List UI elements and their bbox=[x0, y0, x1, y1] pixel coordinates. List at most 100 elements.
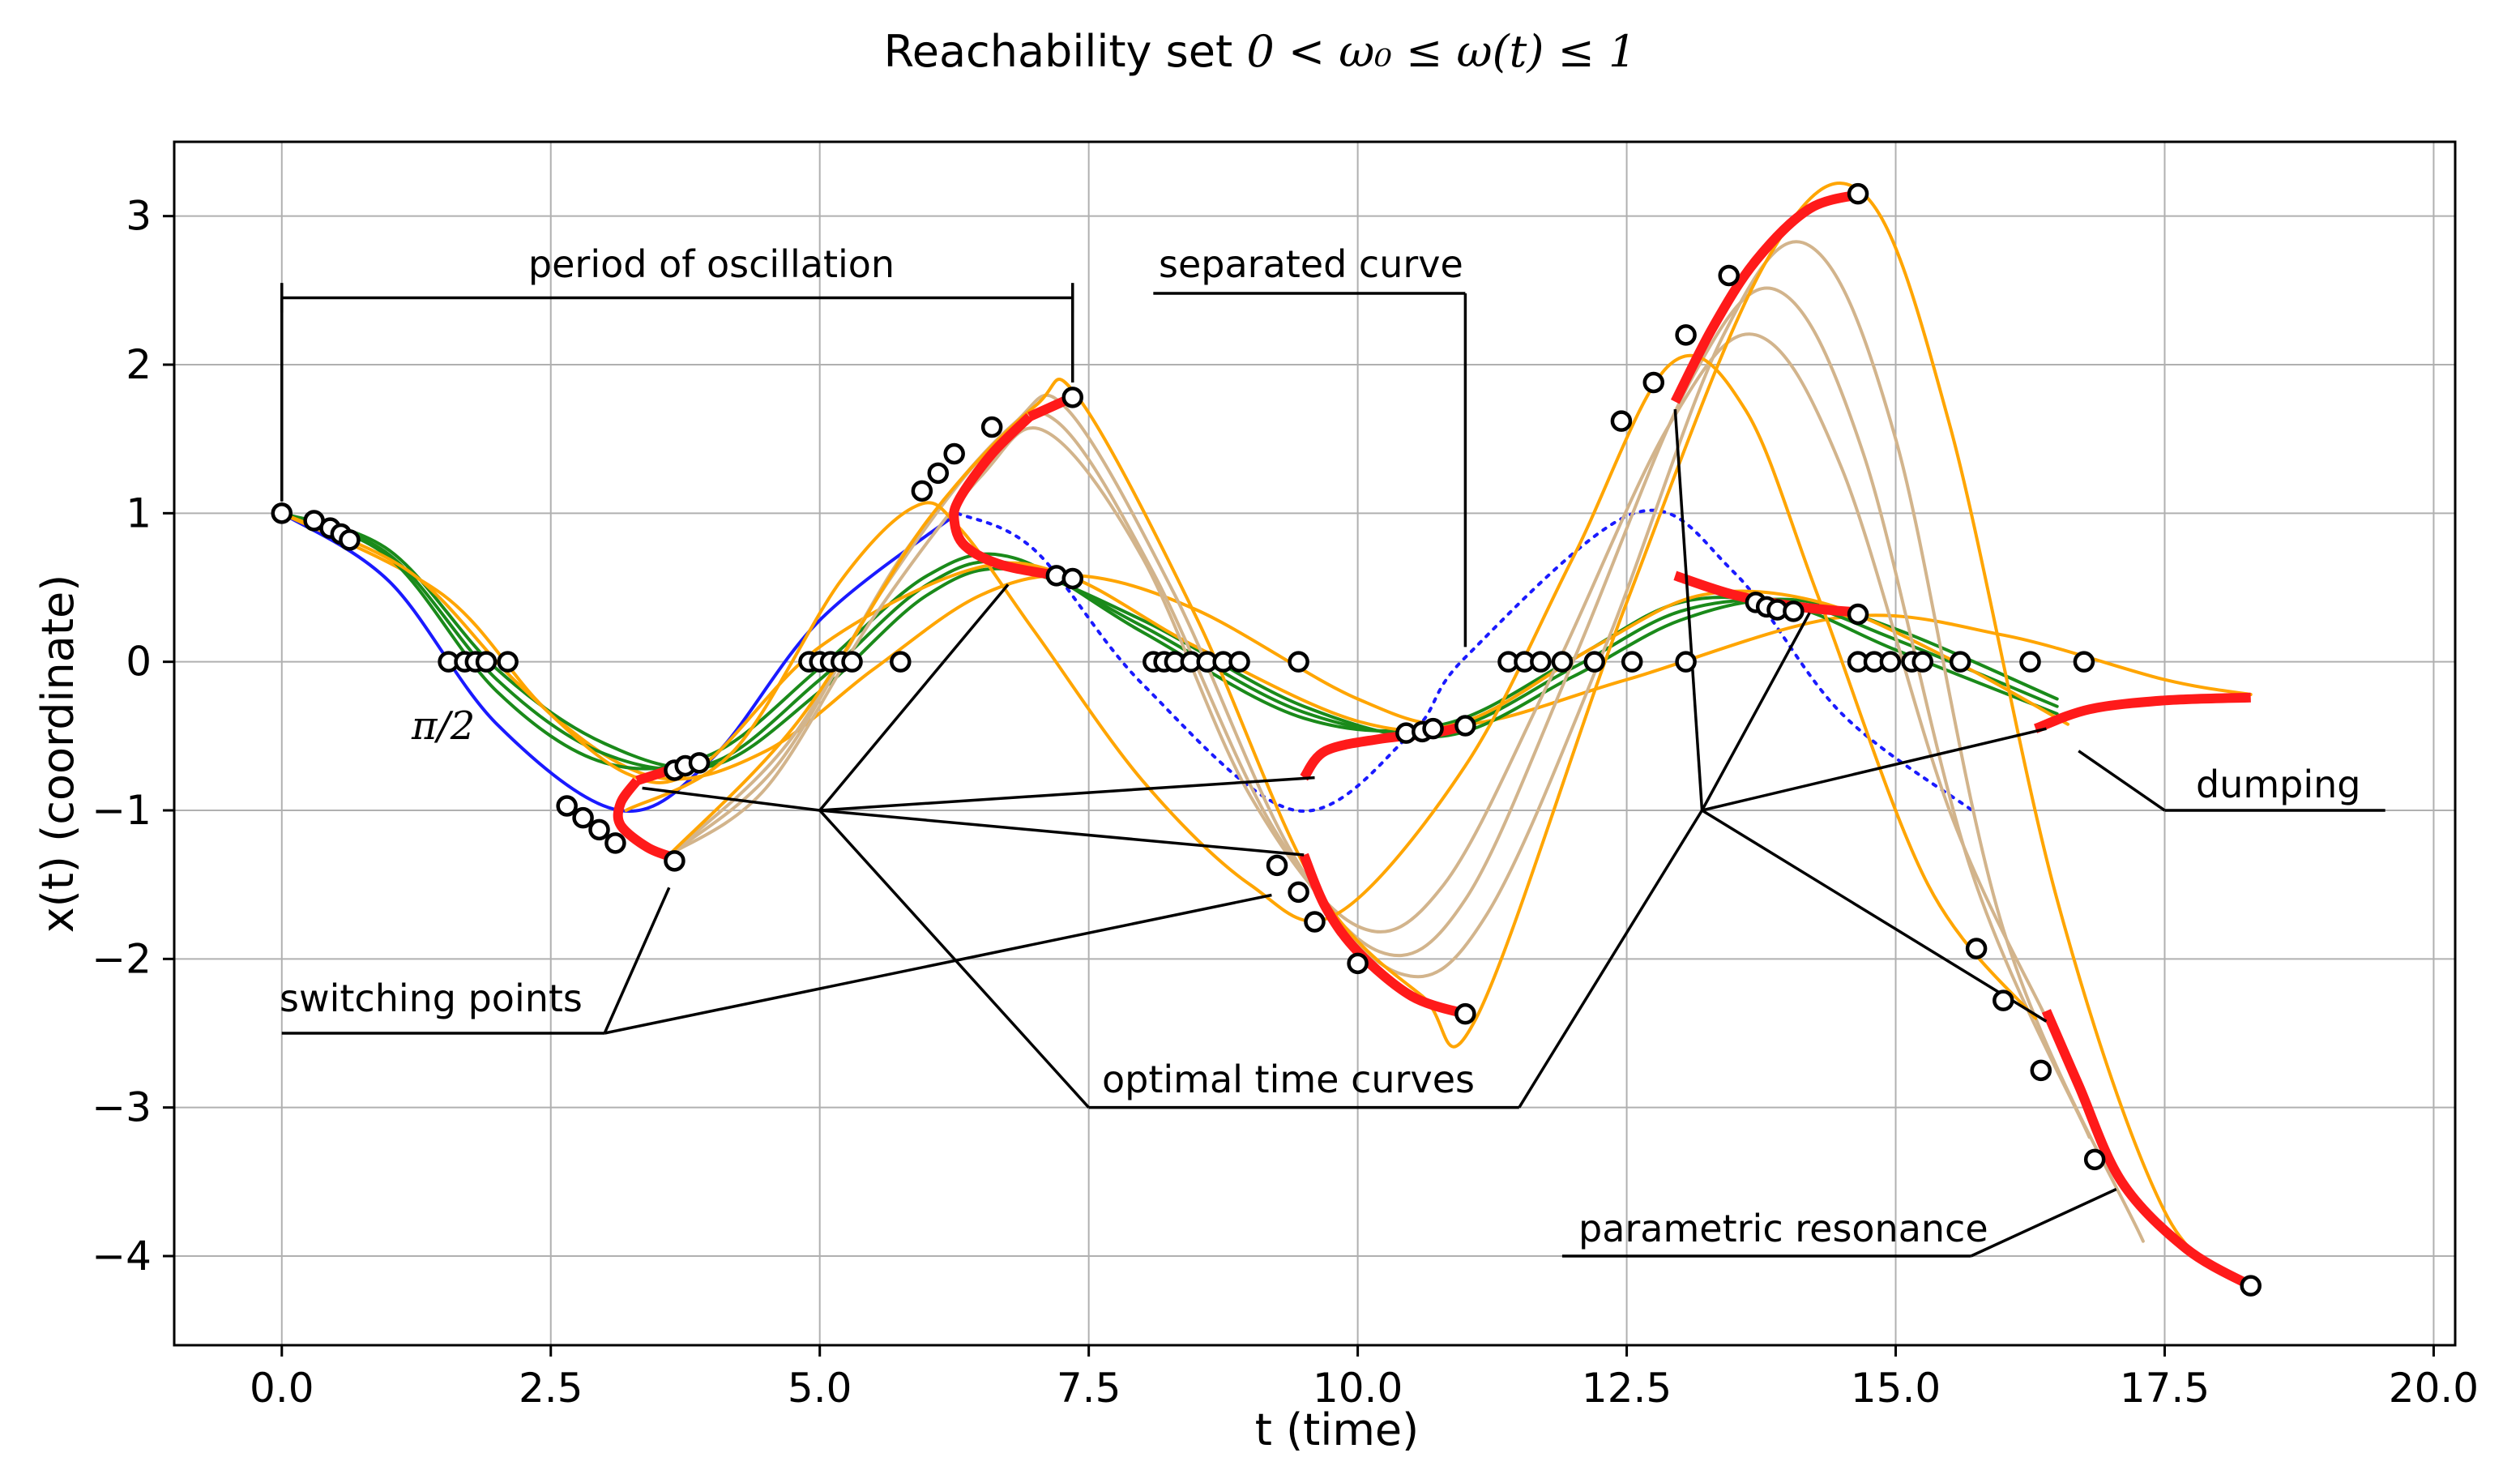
switching-point bbox=[890, 651, 912, 673]
annotation-optimal-time-curves: optimal time curves bbox=[1102, 1058, 1475, 1101]
series-line-tan-resonance-1 bbox=[667, 332, 2048, 1020]
annotation-leader-line bbox=[1970, 1187, 2117, 1258]
switching-point bbox=[1949, 651, 1971, 673]
switching-point bbox=[2030, 1059, 2052, 1082]
series-line-orange-resonance-outer bbox=[667, 182, 2253, 1288]
switching-point bbox=[1061, 567, 1083, 590]
annotation-leader-line bbox=[604, 893, 1272, 1035]
chart-title: Reachability set 0 < ω₀ ≤ ω(t) ≤ 1 bbox=[884, 26, 1637, 77]
switching-point bbox=[1288, 651, 1309, 673]
switching-point bbox=[1304, 911, 1326, 933]
switching-point bbox=[1718, 264, 1740, 287]
switching-points-group bbox=[271, 182, 2262, 1297]
annotation-lines bbox=[280, 283, 2385, 1258]
annotation-leader-line bbox=[2078, 750, 2166, 812]
ticks: 0.0 2.5 5.0 7.5 10.0 12.5 15.0 17.5 20.0 −4 −3 −2 −1… bbox=[92, 193, 2479, 1412]
switching-point bbox=[688, 752, 711, 774]
switching-point bbox=[1675, 651, 1697, 673]
switching-point bbox=[2073, 651, 2095, 673]
x-tick-label: 20.0 bbox=[2389, 1365, 2479, 1412]
x-tick-label: 15.0 bbox=[1851, 1365, 1941, 1412]
switching-point bbox=[911, 480, 933, 502]
x-tick-label: 7.5 bbox=[1057, 1365, 1121, 1412]
annotation-switching-points: switching points bbox=[280, 976, 583, 1020]
annotation-parametric-resonance: parametric resonance bbox=[1578, 1207, 1988, 1250]
annotation-leader-line bbox=[818, 583, 1010, 812]
switching-point bbox=[1675, 324, 1697, 346]
switching-point bbox=[1911, 651, 1933, 673]
switching-point bbox=[2019, 651, 2041, 673]
switching-point bbox=[1583, 651, 1605, 673]
switching-point bbox=[1879, 651, 1902, 673]
annotation-separated-curve: separated curve bbox=[1159, 242, 1463, 286]
switching-point bbox=[1266, 854, 1288, 877]
switching-point bbox=[980, 416, 1003, 438]
annotation-leader-line bbox=[603, 887, 671, 1034]
switching-point bbox=[1993, 989, 2014, 1011]
annotation-leader-line bbox=[1701, 809, 2048, 1023]
annotation-period-of-oscillation: period of oscillation bbox=[528, 242, 895, 286]
x-tick-label: 17.5 bbox=[2120, 1365, 2210, 1412]
x-axis-label: t (time) bbox=[1255, 1404, 1419, 1455]
switching-point bbox=[1610, 410, 1633, 432]
annotation-leader-line bbox=[1673, 408, 1704, 811]
y-tick-label: −3 bbox=[92, 1084, 152, 1131]
switching-point bbox=[271, 502, 293, 524]
switching-point bbox=[1847, 603, 1869, 626]
switching-point bbox=[2083, 1148, 2106, 1171]
switching-point bbox=[339, 529, 361, 551]
switching-point bbox=[2240, 1275, 2262, 1297]
switching-point bbox=[1783, 600, 1805, 622]
switching-point bbox=[604, 832, 626, 854]
switching-point bbox=[556, 795, 578, 817]
switching-point bbox=[1530, 651, 1552, 673]
annotation-leader-line bbox=[1702, 727, 2047, 812]
x-tick-label: 5.0 bbox=[788, 1365, 852, 1412]
y-tick-label: 0 bbox=[126, 639, 152, 686]
series-line-green-2 bbox=[280, 511, 2059, 771]
plot-frame bbox=[173, 140, 2457, 1347]
switching-point bbox=[475, 651, 498, 673]
switching-point bbox=[1454, 715, 1476, 737]
switching-point bbox=[1228, 651, 1250, 673]
switching-point bbox=[1422, 717, 1444, 740]
switching-point bbox=[588, 818, 610, 841]
y-tick-label: −2 bbox=[92, 935, 152, 982]
y-tick-label: 1 bbox=[126, 489, 152, 536]
switching-point bbox=[1061, 387, 1083, 408]
switching-point bbox=[497, 651, 519, 673]
switching-point bbox=[943, 442, 965, 465]
annotation-leader-line bbox=[819, 809, 1305, 857]
switching-point bbox=[1965, 938, 1988, 959]
switching-point bbox=[1642, 371, 1665, 394]
switching-point bbox=[1347, 952, 1369, 975]
annotation-leader-line bbox=[642, 786, 820, 812]
series-line-separated-curve bbox=[955, 508, 1974, 813]
optimal-time-curve bbox=[2033, 692, 2251, 733]
switching-point bbox=[1621, 651, 1643, 673]
annotation-leader-line bbox=[1518, 810, 1704, 1109]
x-tick-label: 0.0 bbox=[250, 1365, 314, 1412]
y-tick-label: −1 bbox=[92, 787, 152, 834]
switching-point bbox=[1551, 651, 1574, 673]
switching-point bbox=[572, 806, 594, 829]
optimal-time-curve bbox=[949, 412, 1069, 583]
annotation-dumping: dumping bbox=[2196, 763, 2361, 806]
optimal-time-curve bbox=[613, 777, 677, 863]
series-line-tan-resonance-2 bbox=[667, 286, 2091, 1139]
y-tick-label: −4 bbox=[92, 1233, 152, 1280]
switching-point bbox=[927, 462, 950, 485]
y-tick-label: 3 bbox=[126, 193, 152, 240]
optimal-time-curve bbox=[1670, 189, 1865, 404]
annotation-leader-line bbox=[819, 776, 1315, 812]
series-line-orange-resonance-inner bbox=[624, 353, 2038, 1020]
annotation-pi-over-2: π/2 bbox=[411, 703, 475, 749]
x-tick-label: 12.5 bbox=[1582, 1365, 1672, 1412]
annotation-leader-line bbox=[1700, 612, 1811, 811]
switching-point bbox=[1847, 182, 1869, 205]
series-line-orange-damped-lower bbox=[280, 511, 2253, 781]
optimal-time-curve bbox=[2041, 1009, 2253, 1290]
switching-point bbox=[841, 651, 863, 673]
